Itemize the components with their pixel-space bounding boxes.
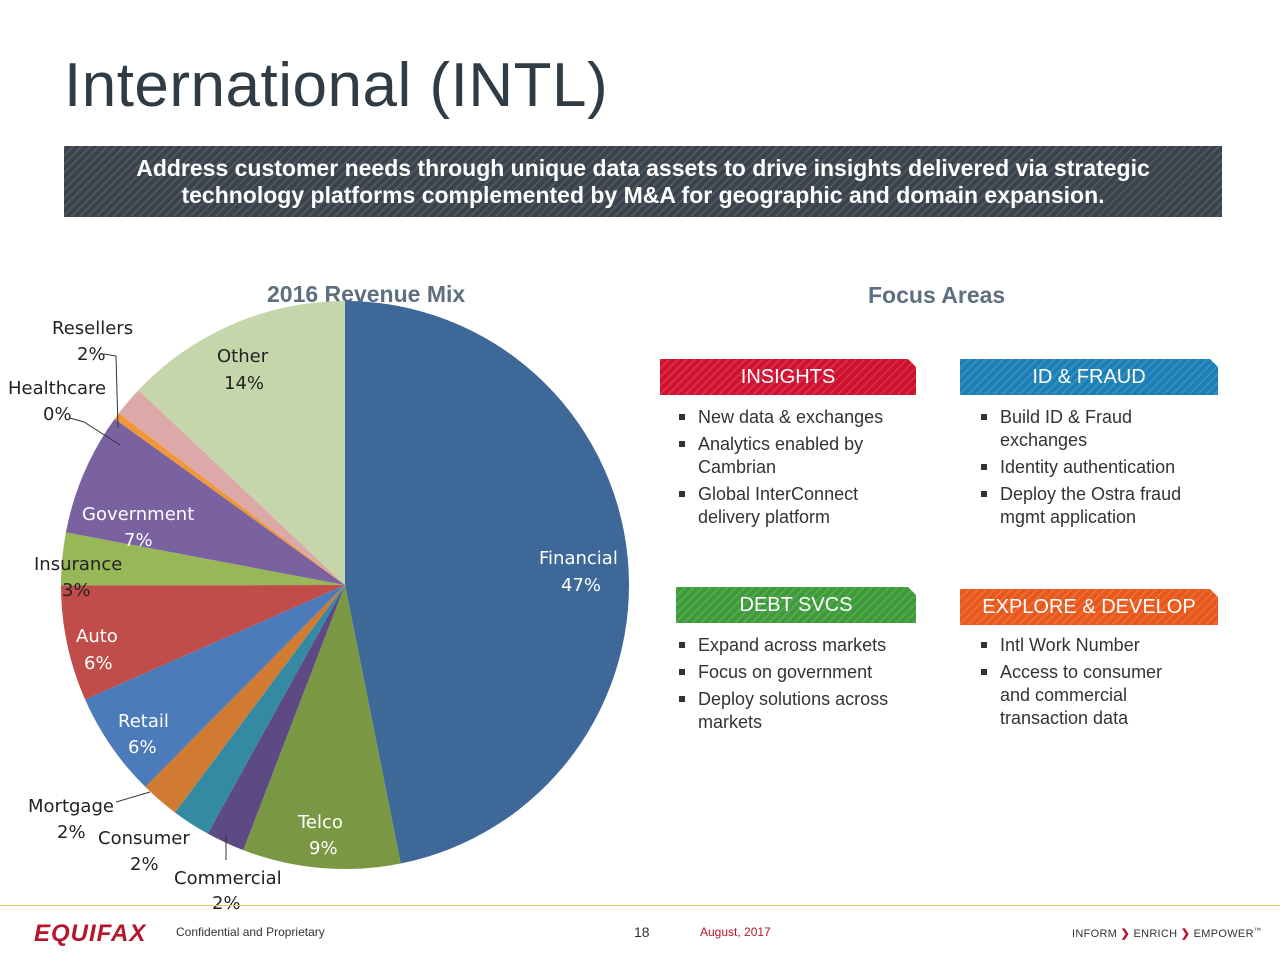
list-item: Expand across markets	[676, 634, 916, 657]
trademark-mark: ™	[1253, 927, 1262, 935]
slice-label-financial: Financial	[539, 548, 618, 569]
slice-label-commercial: Commercial	[174, 868, 282, 889]
debt-svcs-bullets: Expand across markets Focus on governmen…	[676, 634, 916, 738]
slice-label-healthcare: Healthcare	[8, 378, 106, 399]
pie-slice-resellers	[118, 390, 346, 585]
insights-bullets: New data & exchanges Analytics enabled b…	[676, 406, 906, 533]
explore-develop-bullets: Intl Work Number Access to consumer and …	[978, 634, 1188, 734]
tagline-empower: EMPOWER	[1193, 928, 1254, 940]
page-number: 18	[634, 924, 650, 940]
id-fraud-label: ID & FRAUD	[1032, 366, 1146, 388]
slice-label-mortgage: Mortgage	[28, 796, 114, 817]
list-item: Global InterConnect delivery platform	[676, 483, 906, 529]
list-item: Deploy the Ostra fraud mgmt application	[978, 483, 1214, 529]
slice-pct-other: 14%	[224, 373, 264, 394]
chevron-right-icon: ❯	[1120, 928, 1131, 940]
list-item: New data & exchanges	[676, 406, 906, 429]
mission-banner: Address customer needs through unique da…	[64, 146, 1222, 217]
explore-develop-header: EXPLORE & DEVELOP	[960, 589, 1218, 625]
pie-slice-insurance	[60, 532, 345, 586]
list-item: Focus on government	[676, 661, 916, 684]
pie-slice-retail	[85, 585, 346, 787]
list-item: Deploy solutions across markets	[676, 688, 916, 734]
explore-develop-label: EXPLORE & DEVELOP	[982, 596, 1196, 618]
slice-pct-telco: 9%	[309, 838, 338, 859]
slice-pct-mortgage: 2%	[57, 822, 86, 843]
slice-label-resellers: Resellers	[52, 318, 133, 339]
revenue-pie-chart: Financial 47% Telco 9% Commercial 2% Con…	[8, 301, 630, 910]
footer-divider	[0, 905, 1280, 906]
focus-areas-title: Focus Areas	[868, 282, 1006, 308]
slice-label-auto: Auto	[76, 626, 118, 647]
list-item: Build ID & Fraud exchanges	[978, 406, 1214, 452]
slice-label-other: Other	[217, 346, 269, 367]
list-item: Intl Work Number	[978, 634, 1188, 657]
slice-pct-consumer: 2%	[130, 854, 159, 875]
slice-pct-auto: 6%	[84, 653, 113, 674]
equifax-logo: EQUIFAX	[34, 920, 147, 947]
slice-label-telco: Telco	[297, 812, 343, 833]
id-fraud-bullets: Build ID & Fraud exchanges Identity auth…	[978, 406, 1214, 533]
leader-line-mortgage	[115, 791, 151, 803]
list-item: Identity authentication	[978, 456, 1214, 479]
leader-line-healthcare	[69, 417, 121, 446]
tagline-enrich: ENRICH	[1133, 928, 1178, 940]
brand-tagline: INFORM ❯ ENRICH ❯ EMPOWER™	[1072, 927, 1261, 940]
pie-slice-financial	[345, 301, 630, 864]
slice-pct-healthcare: 0%	[43, 404, 72, 425]
pie-slice-telco	[243, 585, 401, 869]
pie-slice-healthcare	[114, 413, 345, 585]
chevron-right-icon: ❯	[1180, 928, 1191, 940]
slice-label-consumer: Consumer	[98, 828, 190, 849]
pie-slice-government	[65, 418, 346, 585]
insights-label: INSIGHTS	[740, 366, 836, 388]
slice-pct-insurance: 3%	[62, 580, 91, 601]
banner-line-2: technology platforms complemented by M&A…	[181, 182, 1105, 208]
pie-slice-commercial	[207, 585, 345, 851]
banner-line-1: Address customer needs through unique da…	[136, 155, 1150, 181]
page-title: International (INTL)	[64, 51, 609, 120]
footer-date: August, 2017	[700, 925, 771, 939]
list-item: Analytics enabled by Cambrian	[676, 433, 906, 479]
debt-svcs-label: DEBT SVCS	[739, 594, 853, 616]
slice-pct-resellers: 2%	[77, 344, 106, 365]
pie-slice-auto	[61, 585, 345, 700]
pie-slice-other	[138, 301, 345, 585]
slice-label-government: Government	[82, 504, 194, 525]
slice-pct-commercial: 2%	[212, 893, 241, 910]
leader-line-resellers	[103, 353, 119, 429]
slice-label-retail: Retail	[118, 711, 169, 732]
slice-pct-retail: 6%	[128, 737, 157, 758]
insights-header: INSIGHTS	[660, 359, 916, 395]
confidential-text: Confidential and Proprietary	[176, 925, 325, 939]
slice-label-insurance: Insurance	[34, 554, 122, 575]
list-item: Access to consumer and commercial transa…	[978, 661, 1188, 730]
slice-pct-financial: 47%	[561, 575, 601, 596]
id-fraud-header: ID & FRAUD	[960, 359, 1218, 395]
debt-svcs-header: DEBT SVCS	[676, 587, 916, 623]
pie-slice-mortgage	[145, 585, 345, 813]
pie-slice-consumer	[174, 585, 345, 834]
tagline-inform: INFORM	[1072, 928, 1118, 940]
slice-pct-government: 7%	[124, 530, 153, 551]
